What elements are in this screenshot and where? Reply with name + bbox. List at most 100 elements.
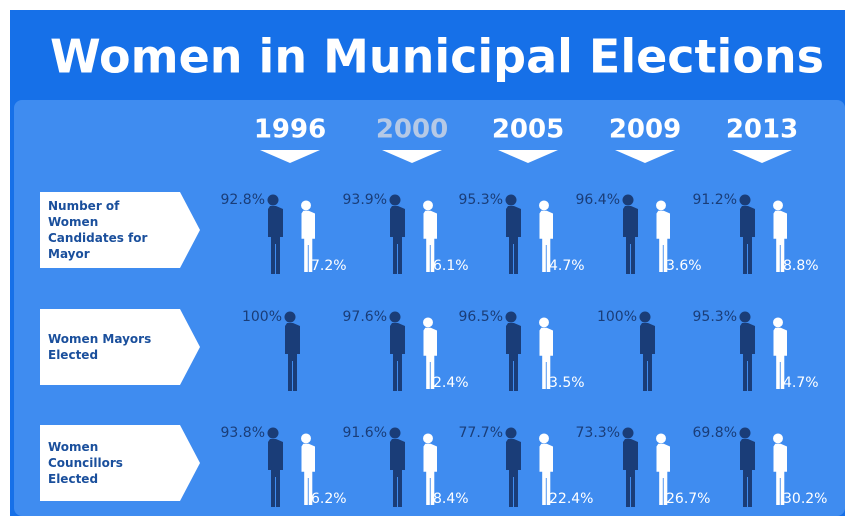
man-figure [284,311,300,391]
row-label-box [40,309,200,385]
women-percent: 26.7% [666,491,710,507]
body [773,327,787,389]
body [740,323,755,391]
year-pointer [382,150,442,163]
head [739,427,751,439]
men-percent: 100% [242,309,282,325]
man-figure [622,427,638,507]
year: 2005 [492,115,564,145]
year-pointer [732,150,792,163]
women-percent: 22.4% [549,491,593,507]
women-percent: 4.7% [549,258,585,274]
body [656,210,670,272]
man-figure [505,194,521,274]
head [622,427,634,439]
row-label: Women Councillors Elected [48,440,123,486]
body [390,323,405,391]
year: 1996 [254,115,326,145]
head [539,317,549,328]
man-figure [505,427,521,507]
men-percent: 100% [597,309,637,325]
woman-figure [773,433,787,505]
head [389,194,401,206]
women-percent: 3.6% [666,258,702,274]
men-percent: 95.3% [459,192,503,208]
body [423,443,437,505]
head [739,194,751,206]
body [301,443,315,505]
man-figure [505,311,521,391]
head [505,311,517,323]
men-percent: 96.5% [459,309,503,325]
body [640,323,655,391]
row-label: Women Mayors Elected [48,332,152,362]
head [301,200,311,211]
women-percent: 7.2% [311,258,347,274]
title: Women in Municipal Elections [50,30,824,84]
body [623,439,638,507]
body [301,210,315,272]
head [622,194,634,206]
men-percent: 92.8% [221,192,265,208]
women-percent: 6.1% [433,258,469,274]
woman-figure [656,200,670,272]
men-percent: 69.8% [693,425,737,441]
year: 2009 [609,115,681,145]
head [773,317,783,328]
body [506,323,521,391]
man-figure [739,194,755,274]
body [390,206,405,274]
women-percent: 6.2% [311,491,347,507]
head [656,200,666,211]
man-figure [739,427,755,507]
man-figure [389,194,405,274]
man-figure [639,311,655,391]
woman-figure [539,200,553,272]
woman-figure [423,433,437,505]
head [423,200,433,211]
head [267,194,279,206]
woman-figure [539,433,553,505]
head [389,427,401,439]
year-pointer [615,150,675,163]
women-percent: 30.2% [783,491,827,507]
head [284,311,296,323]
men-percent: 91.2% [693,192,737,208]
head [423,317,433,328]
woman-figure [423,317,437,389]
men-percent: 95.3% [693,309,737,325]
head [301,433,311,444]
women-percent: 2.4% [433,375,469,391]
men-percent: 93.9% [343,192,387,208]
men-percent: 96.4% [576,192,620,208]
women-percent: 8.8% [783,258,819,274]
head [505,194,517,206]
body [539,443,553,505]
body [740,439,755,507]
year: 2013 [726,115,798,145]
man-figure [622,194,638,274]
body [268,439,283,507]
woman-figure [773,200,787,272]
row-label-box [40,192,200,268]
body [656,443,670,505]
man-figure [267,194,283,274]
woman-figure [301,200,315,272]
body [390,439,405,507]
head [639,311,651,323]
head [773,433,783,444]
body [539,327,553,389]
head [739,311,751,323]
head [423,433,433,444]
head [267,427,279,439]
woman-figure [539,317,553,389]
body [623,206,638,274]
woman-figure [301,433,315,505]
panel [14,100,845,516]
row-label: Number of Women Candidates for Mayor [48,199,148,261]
women-percent: 3.5% [549,375,585,391]
men-percent: 97.6% [343,309,387,325]
women-percent: 4.7% [783,375,819,391]
woman-figure [773,317,787,389]
